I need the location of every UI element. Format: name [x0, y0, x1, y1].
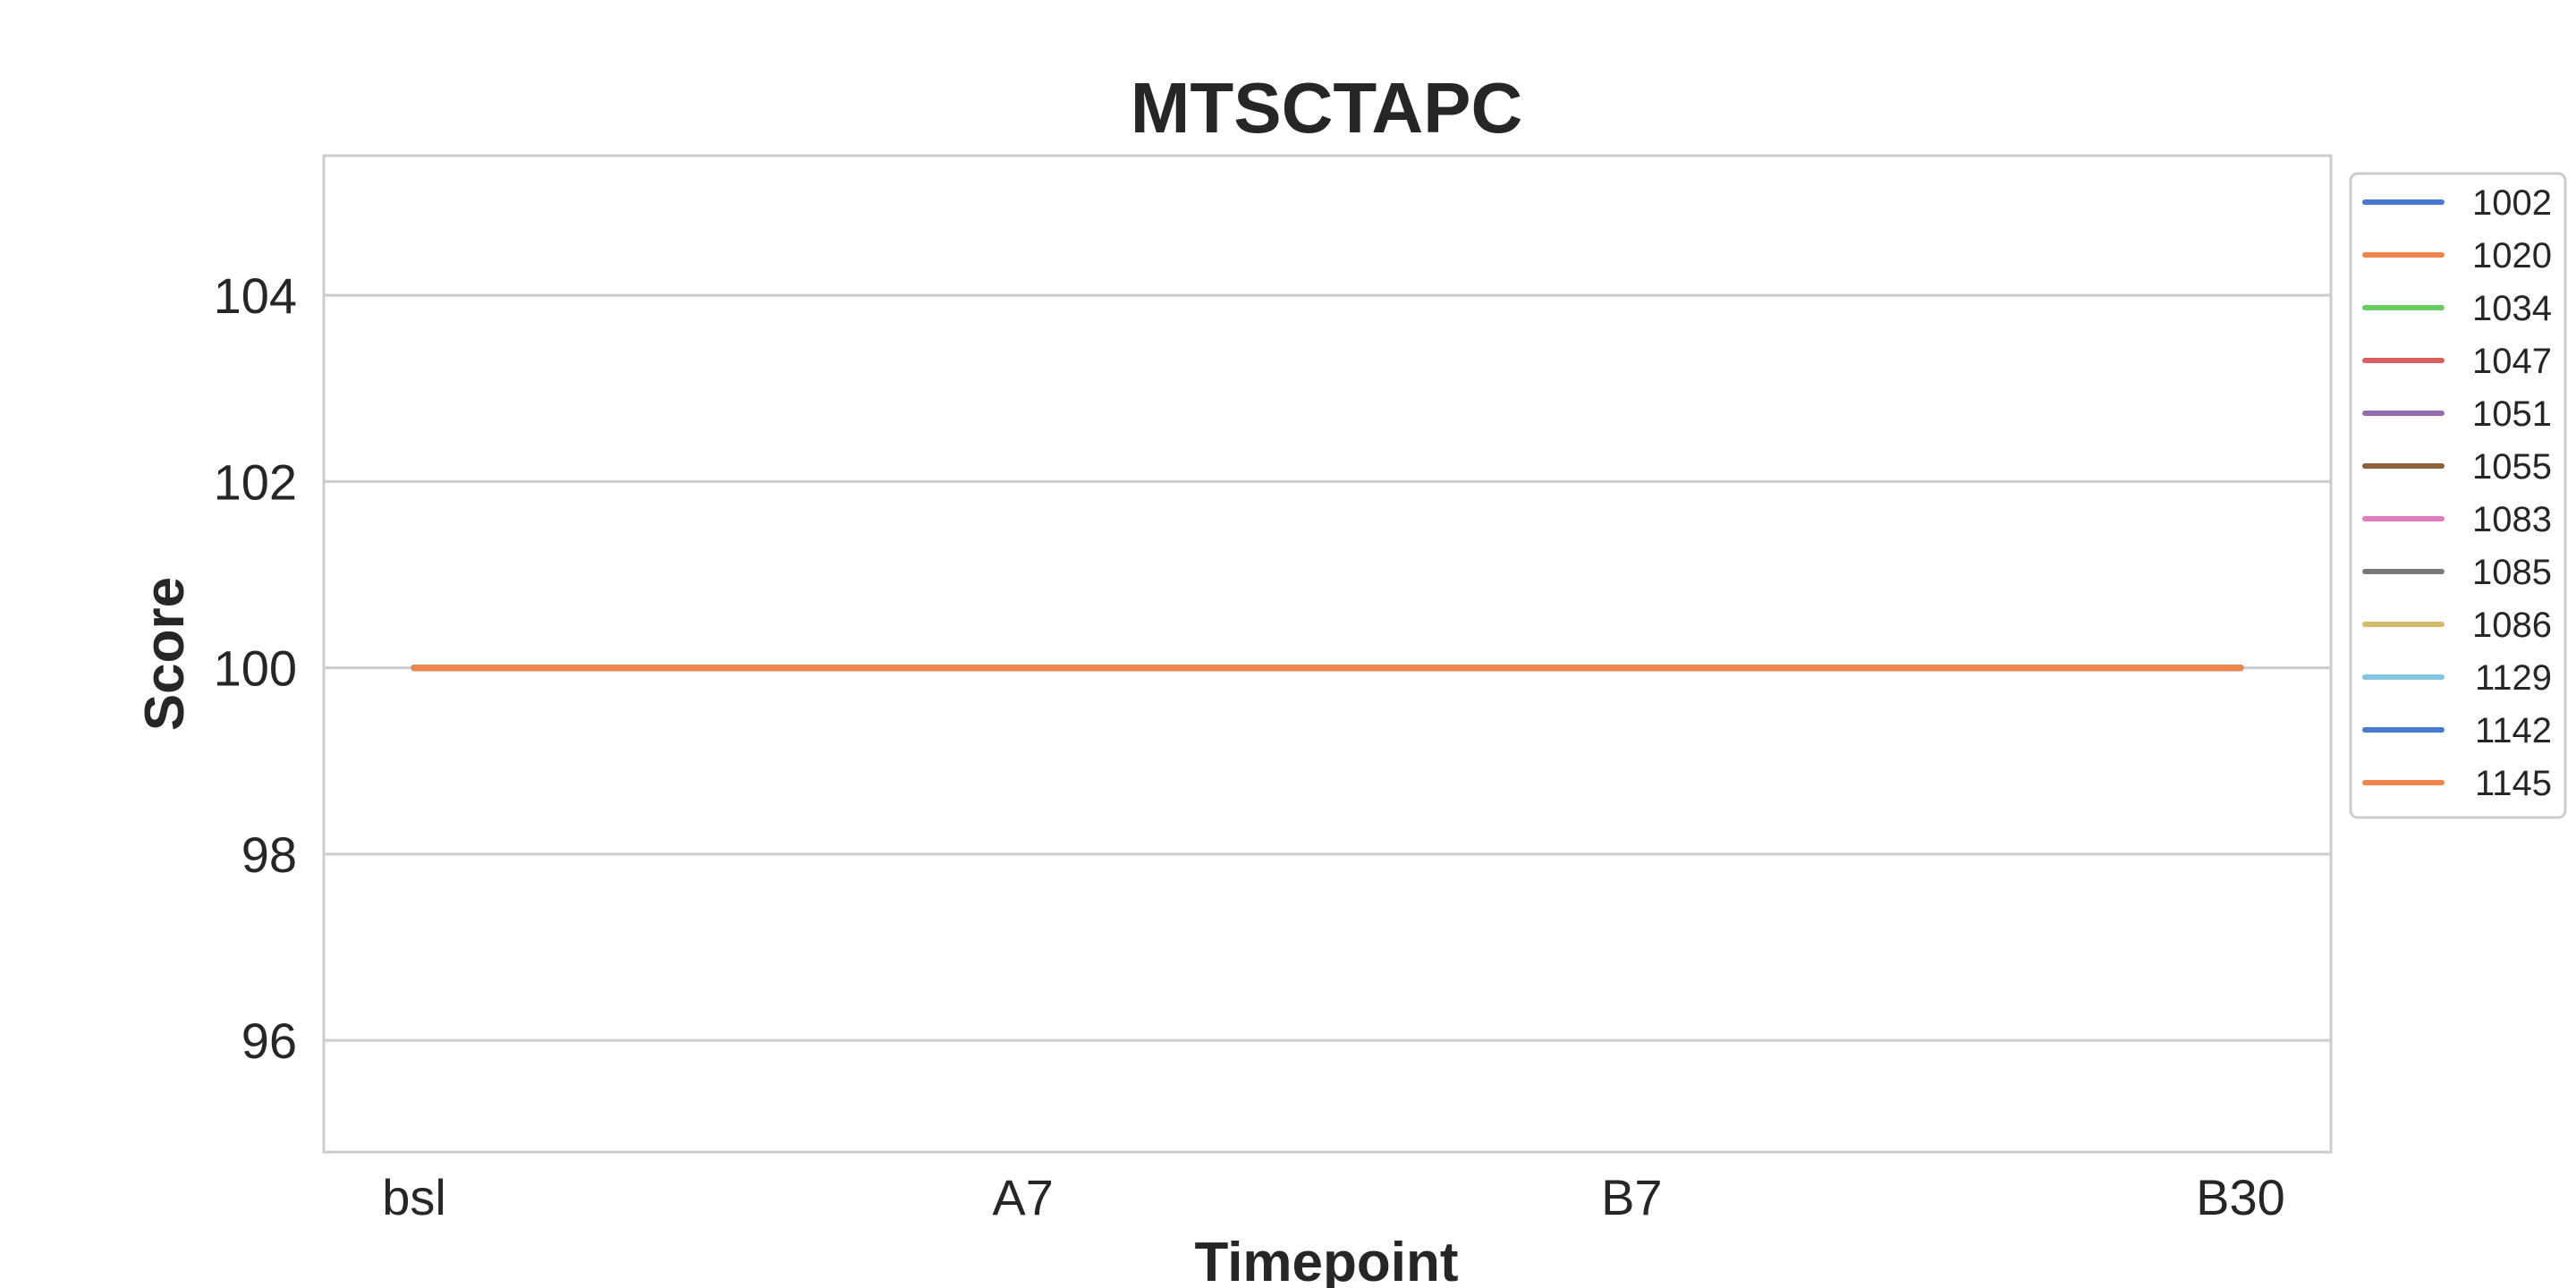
legend-label: 1051 — [2472, 394, 2552, 434]
legend-item: 1002 — [2362, 183, 2552, 223]
y-axis-label: Score — [134, 577, 196, 731]
y-tick-label: 102 — [214, 453, 297, 510]
legend-label: 1020 — [2472, 236, 2552, 275]
legend-item: 1129 — [2362, 658, 2552, 698]
legend-item: 1051 — [2362, 394, 2552, 434]
legend-item: 1083 — [2362, 500, 2552, 539]
y-tick-label: 100 — [214, 640, 297, 697]
y-tick-label: 104 — [214, 267, 297, 324]
legend-item: 1047 — [2362, 342, 2552, 381]
legend-frame — [2349, 172, 2567, 819]
legend-label: 1129 — [2475, 658, 2552, 698]
legend: 1002 1020 1034 1047 1051 1055 1083 1085 1086 1129… — [2349, 172, 2567, 819]
chart-title: MTSCTAPC — [1131, 68, 1522, 148]
legend-item: 1020 — [2362, 236, 2552, 275]
legend-item: 1145 — [2362, 764, 2552, 803]
x-tick-label: A7 — [992, 1169, 1054, 1225]
legend-entries: 1002 1020 1034 1047 1051 1055 1083 1085 1086 1129… — [2362, 183, 2552, 803]
x-tick-label: B7 — [1601, 1169, 1663, 1225]
y-tick-label: 96 — [242, 1013, 297, 1069]
legend-item: 1055 — [2362, 447, 2552, 487]
legend-label: 1085 — [2472, 553, 2552, 592]
legend-item: 1034 — [2362, 289, 2552, 328]
legend-item: 1085 — [2362, 553, 2552, 592]
legend-label: 1047 — [2472, 342, 2552, 381]
y-axis-ticks: 96 98 100 102 104 — [214, 267, 297, 1069]
plot-frame — [322, 154, 2333, 1154]
x-axis-label: Timepoint — [1194, 1232, 1458, 1288]
legend-item: 1142 — [2362, 711, 2552, 750]
x-tick-label: B30 — [2196, 1169, 2285, 1225]
legend-label: 1002 — [2472, 183, 2552, 223]
legend-item: 1086 — [2362, 606, 2552, 645]
legend-label: 1086 — [2472, 606, 2552, 645]
x-tick-label: bsl — [382, 1169, 446, 1225]
x-axis-ticks: bsl A7 B7 B30 — [382, 1169, 2285, 1225]
legend-label: 1055 — [2472, 447, 2552, 487]
y-tick-label: 98 — [242, 826, 297, 883]
legend-label: 1145 — [2475, 764, 2552, 803]
legend-label: 1034 — [2472, 289, 2552, 328]
legend-label: 1142 — [2475, 711, 2552, 750]
legend-label: 1083 — [2472, 500, 2552, 539]
